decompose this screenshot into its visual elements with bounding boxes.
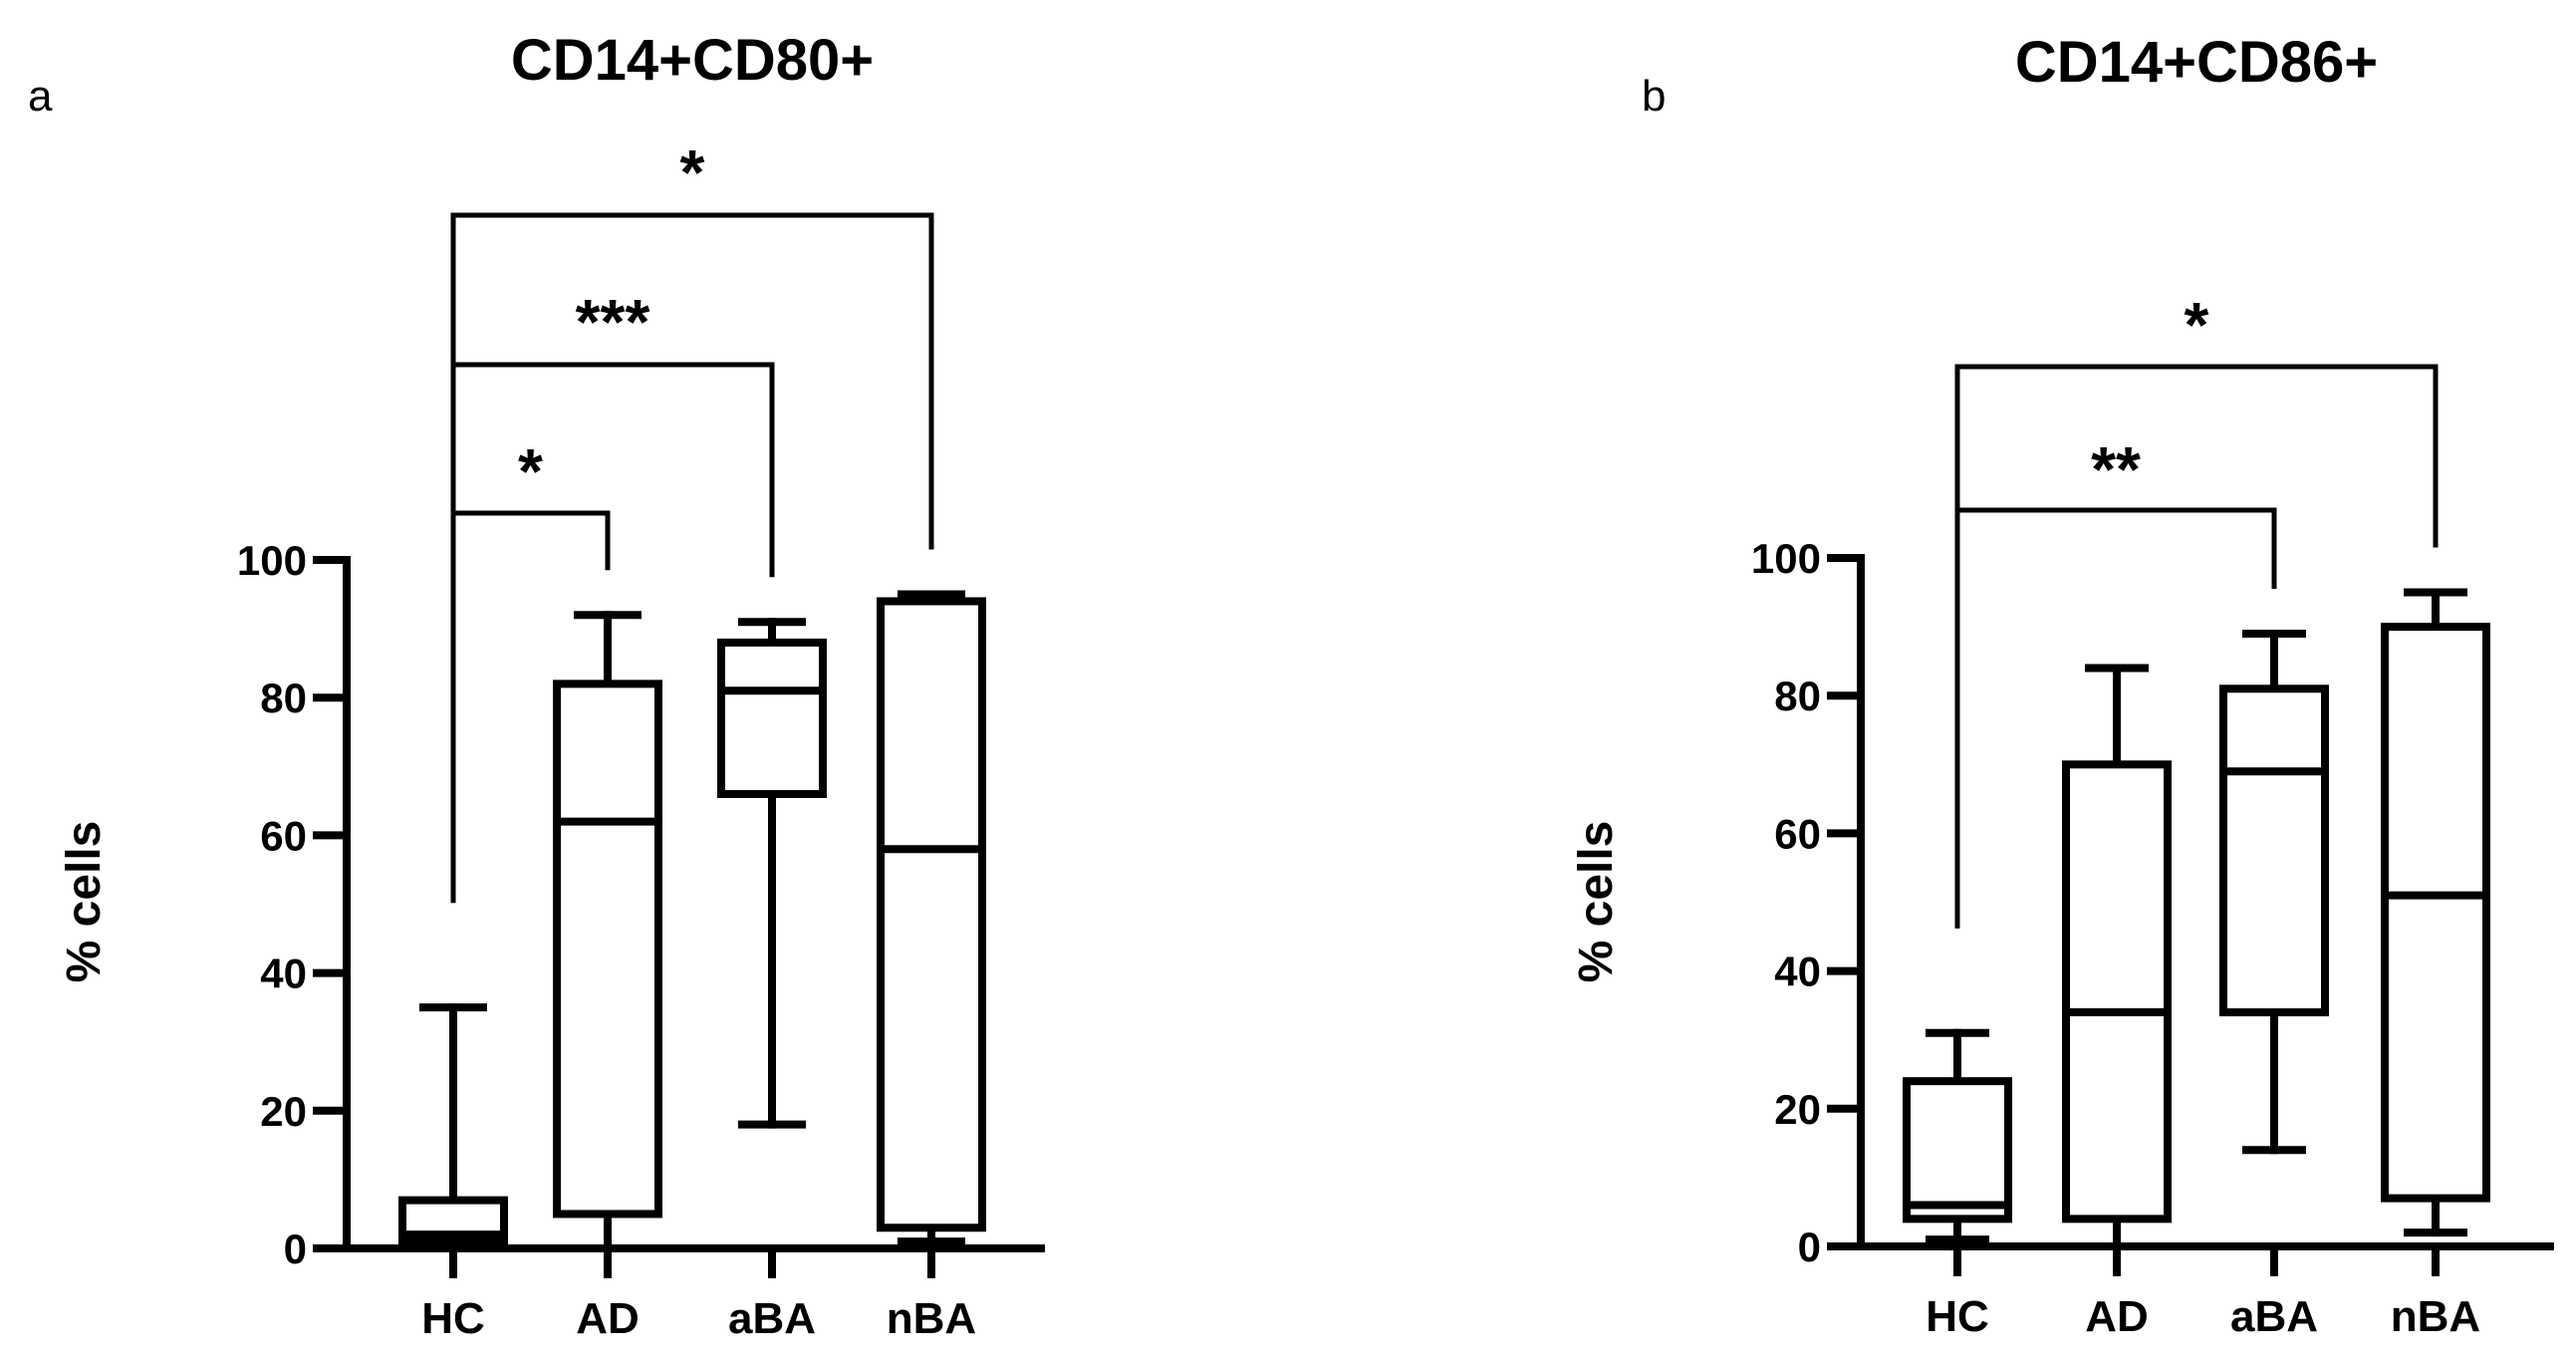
panel-a-letter: a: [28, 72, 53, 121]
y-tick-label: 20: [260, 1088, 307, 1135]
y-tick-label: 60: [260, 812, 307, 859]
box-iqr: [2062, 760, 2172, 1223]
significance-bracket: *: [1954, 289, 2439, 929]
y-tick-label: 60: [1774, 810, 1821, 857]
x-tick-label: AD: [576, 1294, 640, 1343]
y-tick-label: 40: [260, 951, 307, 997]
significance-label: *: [518, 435, 543, 507]
chart-title: CD14+CD80+: [511, 28, 874, 93]
box-iqr: [717, 638, 827, 798]
x-tick-label: nBA: [2391, 1292, 2480, 1341]
x-tick-label: aBA: [2230, 1292, 2318, 1341]
y-tick-label: 100: [237, 537, 307, 584]
bracket-line: [1954, 364, 2439, 929]
box-aBA: [2219, 630, 2329, 1155]
y-tick-label: 0: [1798, 1223, 1821, 1270]
box-iqr: [2219, 684, 2329, 1017]
significance-label: *: [2185, 289, 2209, 361]
box-iqr: [1903, 1077, 2012, 1223]
box-AD: [553, 611, 662, 1252]
x-tick-label: aBA: [728, 1294, 816, 1343]
y-tick-label: 0: [284, 1225, 307, 1272]
box-nBA: [877, 590, 986, 1246]
box-AD: [2062, 664, 2172, 1250]
box-iqr: [2381, 623, 2490, 1203]
x-tick-label: nBA: [887, 1294, 976, 1343]
chart-panel-a: CD14+CD80+ % cells 0 20 40 60 80 100 HC AD aBA nBA *…: [58, 28, 1045, 1343]
box-iqr: [553, 680, 662, 1219]
chart-title: CD14+CD86+: [2015, 30, 2378, 95]
y-tick-label: 80: [260, 675, 307, 721]
box-iqr: [877, 597, 986, 1232]
significance-label: ***: [576, 286, 650, 358]
y-axis-label: % cells: [58, 821, 111, 983]
chart-panel-b: CD14+CD86+ % cells 0 20 40 60 80 100 HC AD aBA nBA *…: [1570, 30, 2554, 1341]
box-aBA: [717, 618, 827, 1129]
bracket-line: [450, 212, 934, 904]
box-HC: [398, 1003, 508, 1246]
y-tick-label: 40: [1774, 949, 1821, 995]
x-tick-label: HC: [421, 1294, 485, 1343]
y-tick-label: 100: [1751, 535, 1821, 582]
x-tick-label: HC: [1926, 1292, 1989, 1341]
significance-label: *: [680, 136, 705, 208]
y-tick-label: 80: [1774, 673, 1821, 719]
significance-bracket: *: [450, 136, 934, 904]
panel-b-letter: b: [1642, 72, 1667, 121]
box-HC: [1903, 1028, 2012, 1244]
y-axis-label: % cells: [1570, 821, 1623, 983]
y-tick-label: 20: [1774, 1086, 1821, 1133]
significance-label: **: [2091, 433, 2141, 505]
box-nBA: [2381, 588, 2490, 1237]
x-tick-label: AD: [2085, 1292, 2149, 1341]
